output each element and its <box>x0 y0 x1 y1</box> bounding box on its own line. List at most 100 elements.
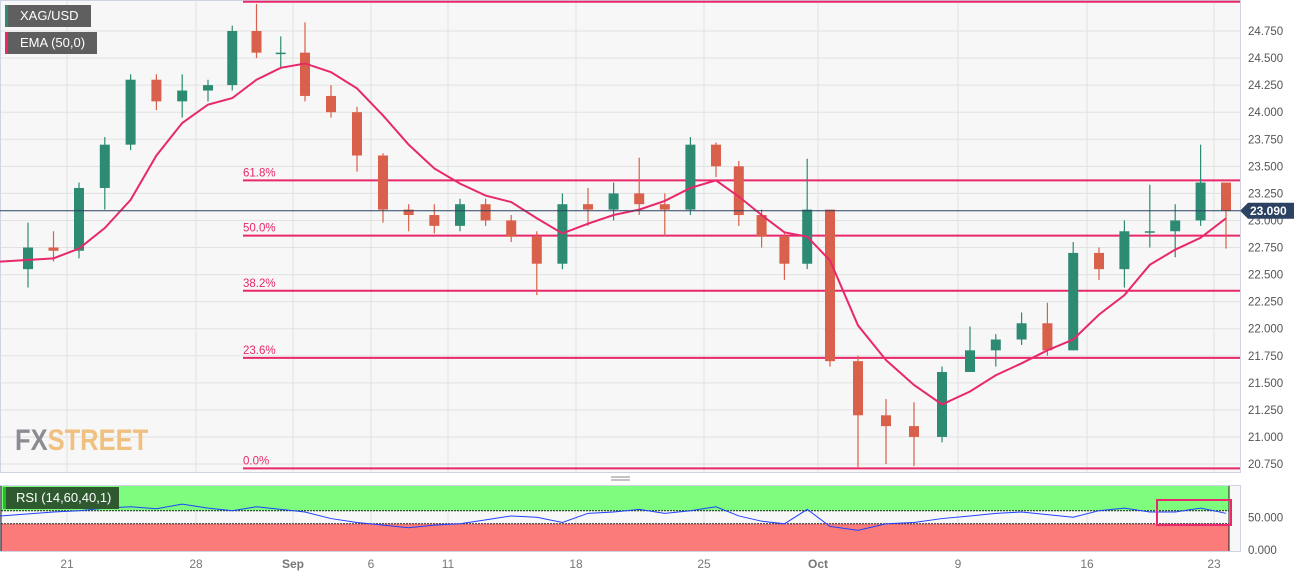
candle-body <box>1195 182 1206 221</box>
y-tick-label: 23.250 <box>1248 188 1283 200</box>
candle <box>1221 182 1231 249</box>
candle <box>99 137 110 210</box>
candle <box>965 326 975 372</box>
candle <box>352 106 362 172</box>
y-tick-label: 22.000 <box>1248 324 1283 336</box>
rsi-overbought-zone <box>1 486 1229 511</box>
candle-body <box>853 361 863 416</box>
candle-body <box>1016 323 1027 340</box>
y-tick-label: 23.750 <box>1248 134 1283 146</box>
candle-body <box>455 204 465 226</box>
candle <box>583 187 593 226</box>
y-tick-label: 24.000 <box>1248 107 1283 119</box>
candle <box>125 74 136 151</box>
candle-body <box>583 204 593 210</box>
fibonacci-levels: 61.8% 50.0% 38.2% 23.6% 0.0% <box>243 0 1240 470</box>
candle-body <box>326 95 336 113</box>
grid <box>1 1 1240 551</box>
candle <box>480 198 491 226</box>
candle <box>203 79 213 102</box>
candle-body <box>251 31 262 53</box>
candle-body <box>378 155 388 210</box>
price-tag-label: 23.090 <box>1250 204 1287 218</box>
candle <box>881 399 891 464</box>
y-tick-label: 22.750 <box>1248 243 1283 255</box>
ema-legend[interactable]: EMA (50,0) <box>5 32 98 54</box>
candle <box>455 198 465 232</box>
current-price: 23.090 <box>0 202 1294 219</box>
rsi-line <box>0 503 1227 531</box>
candle <box>403 204 414 232</box>
y-tick-label: 24.500 <box>1248 53 1283 65</box>
candle-body <box>733 166 744 216</box>
candle-body <box>909 426 919 437</box>
candle-body <box>203 85 213 91</box>
x-tick-label: Oct <box>808 557 828 571</box>
candle <box>151 74 162 111</box>
y-tick-label: 21.250 <box>1248 405 1283 417</box>
x-tick-label: 6 <box>368 557 375 571</box>
candle-body <box>23 247 33 270</box>
symbol-legend[interactable]: XAG/USD <box>5 5 91 27</box>
candle <box>1144 184 1155 248</box>
x-axis: 21 28 Sep 6 11 18 25 Oct 9 16 23 <box>60 557 1221 571</box>
candle <box>909 402 919 467</box>
symbol-label: XAG/USD <box>20 8 79 23</box>
y-tick-label: 20.750 <box>1248 459 1283 471</box>
rsi-oversold-zone <box>1 523 1229 551</box>
candle-body <box>125 79 136 145</box>
fib-label: 23.6% <box>243 345 276 357</box>
candle-body <box>480 204 491 221</box>
candle-body <box>352 112 362 156</box>
rsi-tick-label: 50.000 <box>1248 512 1283 524</box>
rsi-legend[interactable]: RSI (14,60,40,1) <box>3 487 120 509</box>
fib-label: 50.0% <box>243 223 276 235</box>
x-tick-label: 25 <box>697 557 711 571</box>
candle <box>1042 302 1053 356</box>
candle <box>990 334 1001 367</box>
y-tick-label: 21.750 <box>1248 351 1283 363</box>
y-axis: 24.750 24.500 24.250 24.000 23.750 23.500 23.2… <box>1248 26 1283 471</box>
candle-body <box>1144 231 1155 233</box>
x-tick-label: 9 <box>955 557 962 571</box>
candle <box>251 3 262 59</box>
candle-body <box>403 209 414 216</box>
candle <box>531 231 542 296</box>
candle-body <box>1221 182 1231 211</box>
candle-body <box>685 144 696 210</box>
y-tick-label: 21.500 <box>1248 378 1283 390</box>
candle-body <box>151 79 162 102</box>
candle-body <box>531 236 542 264</box>
candle <box>779 231 790 280</box>
candle-body <box>1170 220 1181 232</box>
candle-body <box>1094 252 1104 270</box>
candle <box>634 157 645 216</box>
candle <box>48 231 59 262</box>
x-tick-label: 23 <box>1207 557 1221 571</box>
candle-body <box>1119 231 1130 270</box>
candle <box>733 160 744 226</box>
candle <box>177 74 188 118</box>
candle-body <box>506 220 517 237</box>
y-tick-label: 22.250 <box>1248 297 1283 309</box>
rsi-label: RSI (14,60,40,1) <box>16 490 112 505</box>
candle <box>1119 220 1130 288</box>
candle-body <box>275 52 286 55</box>
panel-resize-handle[interactable] <box>611 476 630 481</box>
candle-body <box>429 215 440 226</box>
candle <box>275 36 286 69</box>
candle <box>711 142 721 178</box>
candle <box>326 85 336 118</box>
candle-body <box>74 187 84 251</box>
candle-body <box>634 193 645 205</box>
candle-body <box>881 415 891 427</box>
x-tick-label: 28 <box>189 557 203 571</box>
candle-body <box>990 339 1001 351</box>
candle-body <box>48 247 59 251</box>
candle <box>825 209 835 367</box>
y-tick-label: 24.750 <box>1248 26 1283 38</box>
x-tick-label: Sep <box>282 557 304 571</box>
candle <box>227 25 238 91</box>
price-tag <box>1240 202 1294 219</box>
